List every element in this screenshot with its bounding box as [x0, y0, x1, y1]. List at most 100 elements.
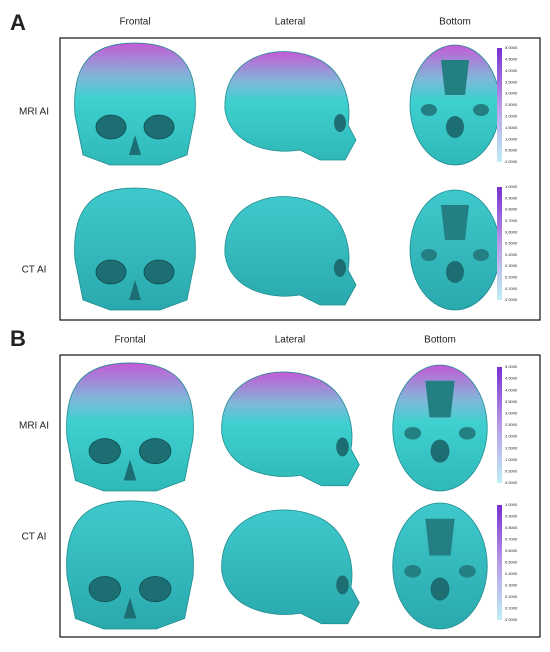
colorbar-label: 4.0000 — [505, 387, 518, 392]
palate — [441, 60, 469, 95]
colorbar-label: 0.8000 — [505, 207, 518, 212]
column-header: Bottom — [424, 335, 456, 346]
orbit — [334, 259, 346, 277]
foramen — [430, 439, 450, 463]
skull-lateral — [221, 509, 360, 625]
condyle — [404, 426, 422, 440]
nasal-cavity — [123, 597, 137, 619]
condyle — [473, 249, 489, 261]
nasal-cavity — [129, 135, 141, 155]
colorbar-label: 3.0000 — [505, 91, 518, 96]
colorbar-label: 3.5000 — [505, 79, 518, 84]
colorbar-label: 0.5000 — [505, 148, 518, 153]
colorbar-label: 0.1000 — [505, 286, 518, 291]
row-label: MRI AI — [19, 107, 49, 118]
colorbar-label: 4.5000 — [505, 376, 518, 381]
palate — [425, 380, 455, 418]
colorbar-label: 0.3000 — [505, 263, 518, 268]
colorbar-label: 1.0000 — [505, 502, 518, 507]
colorbar — [497, 48, 502, 162]
panel-label: A — [10, 10, 26, 35]
colorbar-label: 2.0000 — [505, 434, 518, 439]
colorbar-label: 0.4000 — [505, 252, 518, 257]
palate — [441, 205, 469, 240]
colorbar-label: 0.0000 — [505, 297, 518, 302]
column-header: Frontal — [114, 335, 145, 346]
colorbar-label: 0.6000 — [505, 548, 518, 553]
colorbar-label: 0.9000 — [505, 514, 518, 519]
column-header: Frontal — [119, 17, 150, 28]
colorbar — [497, 367, 502, 483]
colorbar-label: 1.5000 — [505, 445, 518, 450]
condyle — [404, 564, 422, 578]
colorbar-label: 1.5000 — [505, 125, 518, 130]
colorbar-label: 2.0000 — [505, 113, 518, 118]
skull-bottom — [392, 364, 488, 492]
foramen — [430, 577, 450, 601]
colorbar-label: 0.4000 — [505, 571, 518, 576]
orbit — [336, 575, 349, 595]
foramen — [446, 116, 464, 138]
panel-label: B — [10, 326, 26, 351]
colorbar-label: 0.0000 — [505, 159, 518, 164]
row-label: MRI AI — [19, 421, 49, 432]
colorbar-label: 5.0000 — [505, 45, 518, 50]
condyle — [458, 564, 476, 578]
nasal-cavity — [123, 459, 137, 481]
colorbar-label: 0.5000 — [505, 468, 518, 473]
eye-socket — [143, 114, 175, 140]
orbit — [334, 114, 346, 132]
eye-socket — [88, 576, 121, 603]
column-header: Lateral — [275, 335, 306, 346]
colorbar — [497, 505, 502, 620]
orbit — [336, 437, 349, 457]
colorbar-label: 0.0000 — [505, 480, 518, 485]
condyle — [473, 104, 489, 116]
row-label: CT AI — [22, 532, 47, 543]
eye-socket — [88, 438, 121, 465]
colorbar-label: 1.0000 — [505, 457, 518, 462]
condyle — [421, 104, 437, 116]
colorbar-label: 0.5000 — [505, 560, 518, 565]
panel-frame — [59, 37, 541, 321]
foramen — [446, 261, 464, 283]
eye-socket — [143, 259, 175, 285]
condyle — [421, 249, 437, 261]
skull-lateral — [224, 196, 357, 306]
colorbar-label: 0.7000 — [505, 218, 518, 223]
eye-socket — [95, 114, 127, 140]
eye-socket — [95, 259, 127, 285]
eye-socket — [139, 438, 172, 465]
condyle — [458, 426, 476, 440]
colorbar-label: 0.2000 — [505, 274, 518, 279]
column-header: Bottom — [439, 17, 471, 28]
colorbar — [497, 187, 502, 300]
palate — [425, 518, 455, 556]
colorbar-label: 0.9000 — [505, 195, 518, 200]
colorbar-label: 0.5000 — [505, 241, 518, 246]
colorbar-label: 0.1000 — [505, 606, 518, 611]
row-label: CT AI — [22, 265, 47, 276]
colorbar-label: 4.0000 — [505, 68, 518, 73]
colorbar-label: 0.3000 — [505, 583, 518, 588]
skull-lateral — [224, 51, 357, 161]
colorbar-label: 1.0000 — [505, 184, 518, 189]
colorbar-label: 0.7000 — [505, 537, 518, 542]
eye-socket — [139, 576, 172, 603]
colorbar-label: 5.0000 — [505, 364, 518, 369]
colorbar-label: 0.6000 — [505, 229, 518, 234]
colorbar-label: 4.5000 — [505, 56, 518, 61]
nasal-cavity — [129, 280, 141, 300]
colorbar-label: 2.5000 — [505, 422, 518, 427]
colorbar-label: 3.0000 — [505, 410, 518, 415]
colorbar-label: 0.2000 — [505, 594, 518, 599]
skull-lateral — [221, 371, 360, 487]
skull-bottom — [392, 502, 488, 630]
colorbar-label: 3.5000 — [505, 399, 518, 404]
colorbar-label: 0.0000 — [505, 617, 518, 622]
colorbar-label: 2.5000 — [505, 102, 518, 107]
colorbar-label: 1.0000 — [505, 136, 518, 141]
panel-frame — [59, 354, 541, 638]
